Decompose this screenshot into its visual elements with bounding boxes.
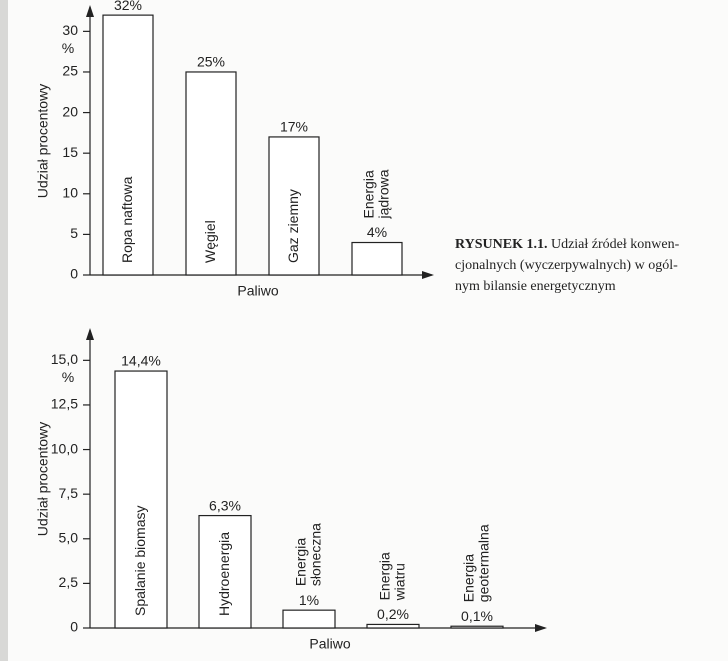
y-tick-label: 12,5 — [51, 396, 78, 412]
y-unit: % — [62, 369, 74, 385]
y-tick-label: 5,0 — [59, 529, 79, 545]
x-axis-label: Paliwo — [237, 283, 278, 299]
value-label: 4% — [367, 224, 387, 240]
y-tick-label: 5 — [70, 225, 78, 241]
category-label: Energiawiatru — [376, 552, 407, 601]
y-tick-label: 2,5 — [59, 574, 79, 590]
y-unit: % — [62, 40, 74, 56]
category-line: Gaz ziemny — [285, 189, 301, 263]
category-line: wiatru — [391, 563, 407, 601]
caption-line: cjonalnych (wyczerpywalnych) w ogól- — [455, 258, 678, 273]
category-line: Energia — [360, 170, 376, 218]
caption-label: RYSUNEK 1.1. — [455, 237, 547, 252]
category-line: Energia — [292, 538, 308, 586]
y-tick-label: 7,5 — [59, 485, 79, 501]
category-label: Spalanie biomasy — [132, 505, 148, 616]
y-axis-arrow — [86, 5, 94, 17]
category-label: Energiasłoneczna — [292, 523, 323, 586]
bar — [450, 625, 504, 629]
category-label: Ropa naftowa — [119, 176, 135, 263]
value-label: 17% — [280, 119, 308, 135]
caption-line: nym bilansie energetycznym — [455, 279, 616, 294]
bar — [198, 514, 252, 629]
y-tick-label: 0 — [70, 266, 78, 282]
y-tick-label: 15 — [62, 144, 78, 160]
bar — [102, 14, 154, 276]
bar — [366, 623, 420, 629]
bar — [185, 71, 237, 276]
bar — [351, 241, 403, 276]
value-label: 1% — [299, 592, 319, 608]
bar — [282, 609, 336, 629]
y-axis-arrow — [86, 328, 94, 340]
page-edge — [0, 0, 8, 661]
y-tick-label: 10 — [62, 184, 78, 200]
value-label: 0,1% — [461, 608, 493, 624]
value-label: 14,4% — [121, 353, 161, 369]
category-label: Energiajądrowa — [360, 169, 391, 219]
y-axis-label: Udział procentowy — [35, 84, 51, 198]
category-line: Węgiel — [202, 220, 218, 263]
y-axis-label: Udział procentowy — [35, 422, 51, 536]
value-label: 32% — [114, 0, 142, 13]
y-tick-label: 0 — [70, 619, 78, 635]
y-tick-label: 25 — [62, 63, 78, 79]
category-line: Energia — [376, 552, 392, 600]
value-label: 25% — [197, 54, 225, 70]
y-tick-label: 30 — [62, 22, 78, 38]
category-label: Energiageotermalna — [460, 524, 491, 602]
category-line: Energia — [460, 554, 476, 602]
x-axis-arrow — [535, 624, 547, 632]
y-tick-label: 10,0 — [51, 440, 78, 456]
category-line: Spalanie biomasy — [132, 505, 148, 616]
x-axis-arrow — [422, 271, 434, 279]
caption: RYSUNEK 1.1. Udział źródeł konwen- — [455, 237, 680, 252]
category-line: słoneczna — [307, 523, 323, 586]
y-tick-label: 20 — [62, 103, 78, 119]
category-line: Hydroenergia — [216, 532, 232, 616]
category-line: jądrowa — [375, 169, 391, 219]
category-line: Ropa naftowa — [119, 176, 135, 263]
category-label: Gaz ziemny — [285, 189, 301, 263]
value-label: 0,2% — [377, 606, 409, 622]
bar — [114, 370, 168, 629]
value-label: 6,3% — [209, 497, 241, 513]
category-label: Węgiel — [202, 220, 218, 263]
caption-line: Udział źródeł konwen- — [551, 237, 680, 252]
y-tick-label: 15,0 — [51, 351, 78, 367]
bar — [268, 136, 320, 276]
category-label: Hydroenergia — [216, 532, 232, 616]
x-axis-label: Paliwo — [309, 636, 350, 652]
category-line: geotermalna — [475, 524, 491, 602]
